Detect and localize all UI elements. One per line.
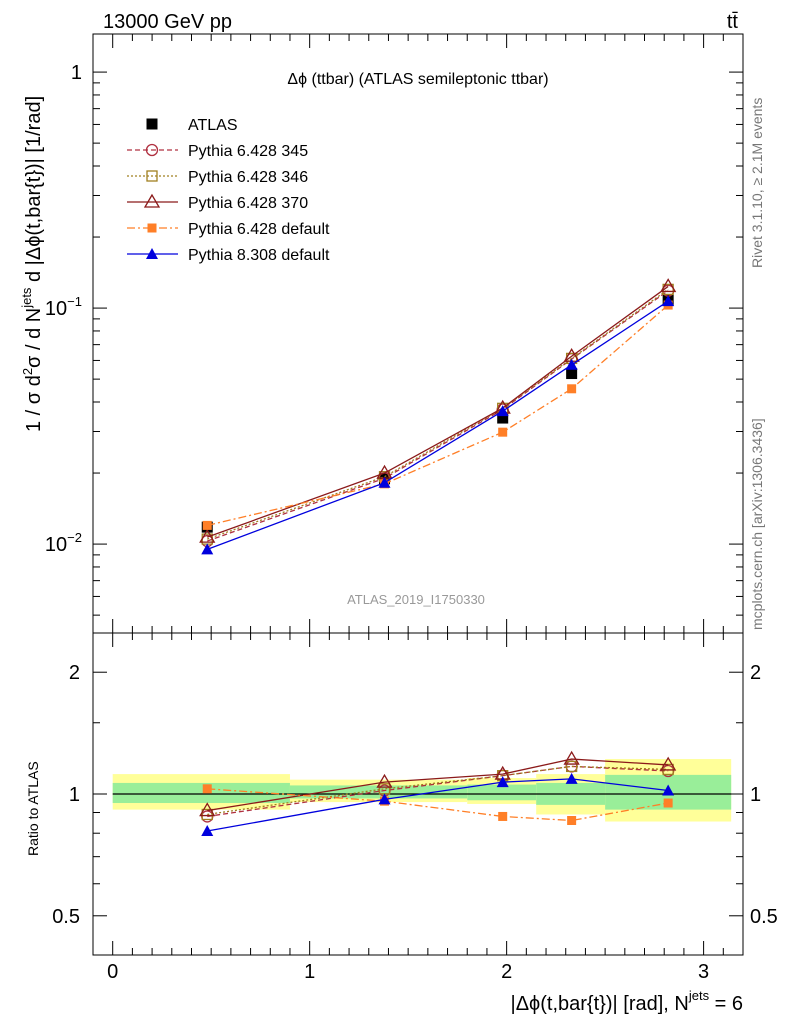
- data-point-p8: [378, 793, 391, 805]
- series-line-pdefault: [207, 304, 669, 527]
- data-point-p8: [496, 776, 509, 788]
- legend-label: Pythia 6.428 346: [188, 169, 308, 186]
- series-line-p370: [207, 758, 669, 812]
- data-point-pdefault: [567, 816, 577, 826]
- data-point-p8: [565, 772, 578, 784]
- legend-marker-p345: [145, 143, 159, 157]
- data-point-p370: [199, 528, 216, 543]
- data-point-p8: [662, 295, 675, 307]
- data-point-p370: [376, 773, 393, 788]
- x-tick-label: 2: [501, 961, 512, 983]
- data-point-pdefault: [498, 811, 508, 821]
- mcplots-reference-label: mcplots.cern.ch [arXiv:1306.3436]: [749, 418, 765, 630]
- data-point-p8: [201, 543, 214, 555]
- x-tick-label: 3: [698, 961, 709, 983]
- data-point-p370: [199, 802, 216, 817]
- data-point-p8: [496, 405, 509, 417]
- legend-label: Pythia 6.428 345: [188, 143, 308, 160]
- data-point-p8: [565, 358, 578, 370]
- legend-label: Pythia 8.308 default: [188, 247, 330, 264]
- data-point-pdefault: [202, 520, 212, 530]
- data-point-p346: [565, 760, 578, 773]
- data-point-p8: [378, 476, 391, 488]
- legend-marker-p370: [143, 193, 161, 208]
- y-tick-label: 10−1: [45, 294, 82, 320]
- data-point-p8: [201, 825, 214, 837]
- data-point-p370: [660, 756, 677, 771]
- x-axis-label: |Δϕ(t,bar{t})| [rad], Njets = 6: [511, 988, 744, 1015]
- x-tick-label: 1: [304, 961, 315, 983]
- main-y-axis-label: 1 / σ d2σ / d Njets d |Δϕ(t,bar{t})| [1/…: [19, 96, 45, 432]
- legend-label: Pythia 6.428 default: [188, 221, 330, 238]
- data-point-pdefault: [567, 384, 577, 394]
- analysis-tag: ATLAS_2019_I1750330: [347, 592, 485, 607]
- data-point-atlas: [566, 368, 578, 380]
- ratio-plot-panel: 0 1 2 3 0.5 0.5 1 1 2 2: [52, 632, 778, 983]
- series-line-p345: [207, 290, 669, 542]
- ratio-y-tick-label: 0.5: [750, 906, 778, 928]
- legend-marker-atlas: [146, 118, 158, 130]
- data-point-atlas: [497, 412, 509, 424]
- data-point-p370: [563, 750, 580, 765]
- series-line-p346: [207, 288, 669, 540]
- legend-label: ATLAS: [188, 117, 238, 134]
- rivet-version-label: Rivet 3.1.10, ≥ 2.1M events: [749, 98, 765, 268]
- process-label: tt̄: [727, 11, 739, 33]
- legend-marker-p8: [146, 248, 158, 259]
- data-point-pdefault: [498, 427, 508, 437]
- data-point-p8: [662, 784, 675, 796]
- series-line-pdefault: [207, 788, 669, 822]
- uncertainty-band-inner: [112, 782, 290, 804]
- legend-label: Pythia 6.428 370: [188, 195, 308, 212]
- legend-marker-p346: [146, 170, 158, 182]
- series-line-p345: [207, 765, 669, 818]
- x-tick-label: 0: [107, 961, 118, 983]
- main-plot-panel: 10−2 10−1 1: [45, 33, 744, 634]
- uncertainty-band-inner: [467, 784, 537, 801]
- data-point-pdefault: [202, 784, 212, 794]
- legend-marker-pdefault: [147, 223, 157, 233]
- y-tick-label: 10−2: [45, 530, 82, 556]
- ratio-y-tick-label: 1: [750, 784, 761, 806]
- collision-energy-label: 13000 GeV pp: [103, 11, 232, 33]
- legend: ATLAS Pythia 6.428 345 Pythia 6.428 346 Pyt…: [127, 117, 330, 264]
- ratio-y-tick-label: 2: [750, 662, 761, 684]
- chart-title: Δϕ (ttbar) (ATLAS semileptonic ttbar): [287, 71, 548, 88]
- ratio-y-tick-label: 1: [69, 784, 80, 806]
- ratio-y-tick-label: 0.5: [52, 906, 80, 928]
- series-line-p370: [207, 285, 669, 538]
- y-tick-label: 1: [71, 62, 82, 84]
- data-point-pdefault: [663, 798, 673, 808]
- ratio-y-axis-label: Ratio to ATLAS: [25, 761, 41, 856]
- ratio-y-tick-label: 2: [69, 662, 80, 684]
- data-point-p370: [660, 278, 677, 293]
- data-point-p346: [201, 808, 213, 821]
